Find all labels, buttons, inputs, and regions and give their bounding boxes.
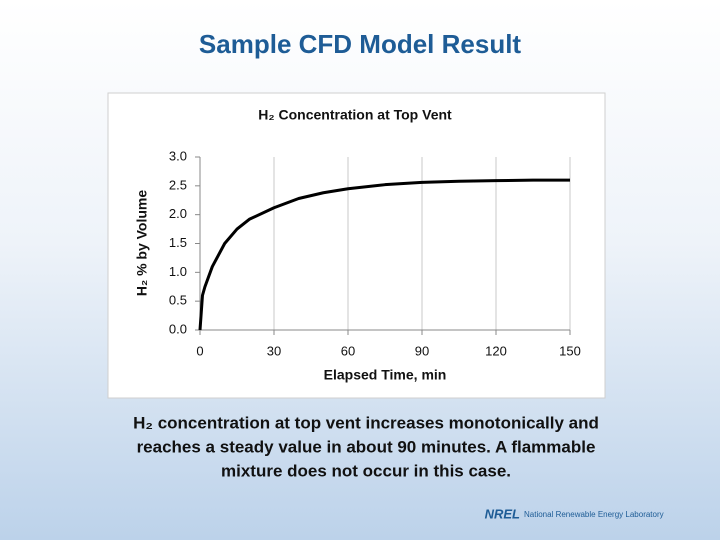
caption-line: mixture does not occur in this case.	[221, 461, 511, 480]
x-tick-label: 120	[485, 343, 507, 358]
x-tick-label: 30	[267, 343, 281, 358]
footer-logo: NREL	[485, 506, 520, 521]
y-tick-label: 0.0	[169, 321, 187, 336]
y-tick-label: 3.0	[169, 148, 187, 163]
x-tick-label: 0	[196, 343, 203, 358]
chart-title: H₂ Concentration at Top Vent	[258, 107, 452, 123]
y-tick-label: 2.5	[169, 177, 187, 192]
x-tick-label: 60	[341, 343, 355, 358]
y-tick-label: 1.5	[169, 235, 187, 250]
slide-title: Sample CFD Model Result	[199, 29, 521, 59]
caption-line: reaches a steady value in about 90 minut…	[137, 437, 596, 456]
caption-line: H₂ concentration at top vent increases m…	[133, 413, 599, 432]
footer-text: National Renewable Energy Laboratory	[524, 510, 664, 519]
y-tick-label: 0.5	[169, 293, 187, 308]
data-line	[198, 178, 570, 331]
y-tick-label: 2.0	[169, 206, 187, 221]
y-axis-label: H₂ % by Volume	[134, 190, 150, 297]
x-tick-label: 90	[415, 343, 429, 358]
x-tick-label: 150	[559, 343, 581, 358]
chart-frame	[107, 92, 606, 399]
plot-area: 0 30 60 90 120 150 0.0 0.5 1.0 1.5 2.0 2.5 3.0	[169, 148, 581, 358]
y-tick-label: 1.0	[169, 264, 187, 279]
x-axis-label: Elapsed Time, min	[324, 367, 447, 383]
